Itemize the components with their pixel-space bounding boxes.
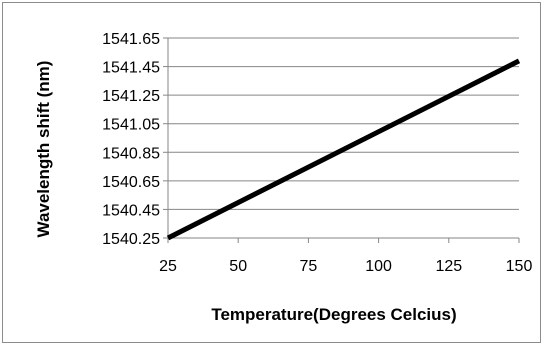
- y-tick-label: 1541.65: [102, 31, 160, 48]
- x-tick-label: 75: [300, 258, 318, 275]
- y-tick-label: 1540.65: [102, 174, 160, 191]
- x-tick-label: 50: [229, 258, 247, 275]
- chart-frame: [2, 2, 541, 343]
- y-tick-label: 1540.85: [102, 145, 160, 162]
- y-tick-label: 1541.45: [102, 60, 160, 77]
- x-tick-label: 125: [435, 258, 462, 275]
- y-tick-labels: 1540.25 1540.45 1540.65 1540.85 1541.05 1541.…: [102, 31, 160, 248]
- gridlines: [168, 37, 519, 210]
- x-tick-labels: 25 50 75 100 125 150: [159, 258, 532, 275]
- y-tick-label: 1541.25: [102, 88, 160, 105]
- x-axis-title: Temperature(Degrees Celcius): [211, 305, 456, 324]
- y-tick-label: 1540.45: [102, 202, 160, 219]
- series-line: [166, 58, 521, 241]
- y-tick-label: 1540.25: [102, 231, 160, 248]
- series: [166, 58, 521, 241]
- axes: [163, 37, 520, 243]
- x-tick-label: 25: [159, 258, 177, 275]
- y-axis-title: Wavelength shift (nm): [34, 61, 53, 238]
- y-tick-label: 1541.05: [102, 117, 160, 134]
- x-tick-label: 150: [506, 258, 533, 275]
- x-tick-label: 100: [365, 258, 392, 275]
